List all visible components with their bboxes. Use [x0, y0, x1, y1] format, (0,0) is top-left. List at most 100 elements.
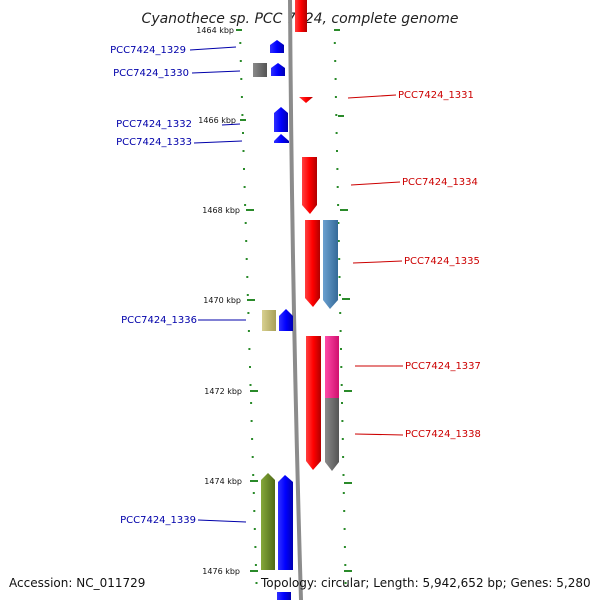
gene-label[interactable]: PCC7424_1330 [113, 68, 189, 79]
minor-tick [249, 384, 252, 386]
minor-tick [334, 96, 337, 98]
minor-tick [337, 222, 340, 224]
minor-tick [243, 168, 245, 170]
minor-tick [253, 528, 256, 530]
gene-label[interactable]: PCC7424_1329 [110, 45, 186, 56]
gene-offscreen-bottom[interactable] [277, 592, 291, 600]
minor-tick [253, 510, 256, 512]
gene-label[interactable]: PCC7424_1336 [121, 315, 197, 326]
gene-labels: PCC7424_1329 PCC7424_1330 PCC7424_1331 P… [110, 45, 481, 526]
minor-tick [341, 438, 344, 440]
gene-pcc7424-1334[interactable] [302, 157, 317, 214]
minor-tick [245, 240, 248, 242]
gene-pcc7424-1331[interactable] [299, 97, 313, 103]
tick-track [239, 42, 347, 584]
gene-label[interactable]: PCC7424_1338 [405, 429, 481, 440]
genome-summary: Topology: circular; Length: 5,942,652 bp… [261, 576, 591, 590]
gene-label[interactable]: PCC7424_1337 [405, 361, 481, 372]
minor-tick [337, 204, 340, 206]
minor-tick [343, 510, 346, 512]
minor-tick [334, 60, 337, 62]
gene-label[interactable]: PCC7424_1332 [116, 119, 192, 130]
minor-tick [337, 240, 340, 242]
minor-tick [344, 582, 347, 584]
minor-tick [340, 384, 343, 386]
minor-tick [239, 42, 242, 44]
minor-tick [242, 150, 245, 152]
gene-offscreen-top[interactable] [295, 0, 307, 32]
minor-tick [336, 186, 339, 188]
minor-tick [336, 150, 338, 152]
minor-tick [244, 222, 247, 224]
tick-label: 1466 kbp [198, 116, 236, 125]
minor-tick [341, 402, 343, 404]
genome-backbone [288, 0, 303, 600]
gene-label[interactable]: PCC7424_1333 [116, 137, 192, 148]
minor-tick [255, 582, 258, 584]
minor-tick [248, 348, 251, 350]
gene-pcc7424-1332[interactable] [274, 107, 288, 132]
tick-1468: 1468 kbp [202, 206, 254, 215]
minor-tick [339, 312, 342, 314]
minor-tick [251, 438, 254, 440]
minor-tick [335, 132, 338, 134]
minor-tick [341, 420, 344, 422]
gene-label[interactable]: PCC7424_1335 [404, 256, 480, 267]
tick-1464: 1464 kbp [196, 26, 242, 35]
minor-tick [247, 312, 250, 314]
minor-tick [242, 132, 244, 134]
minor-tick [250, 420, 253, 422]
gene-label[interactable]: PCC7424_1339 [120, 515, 196, 526]
gene-pcc7424-1329[interactable] [270, 40, 284, 53]
right-tick-marks [334, 29, 352, 572]
minor-tick [246, 276, 249, 278]
minor-tick [243, 186, 246, 188]
tick-label: 1464 kbp [196, 26, 234, 35]
minor-tick [342, 474, 345, 476]
minor-tick [339, 330, 342, 332]
minor-tick [239, 60, 242, 62]
tick-label: 1468 kbp [202, 206, 240, 215]
minor-tick [342, 492, 345, 494]
minor-tick [250, 402, 253, 404]
minor-tick [254, 564, 257, 566]
accession-text: Accession: NC_011729 [9, 576, 146, 590]
minor-tick [335, 114, 338, 116]
minor-tick [340, 348, 342, 350]
minor-tick [338, 294, 341, 296]
gene-pcc7424-1333[interactable] [274, 134, 289, 143]
minor-tick [334, 78, 337, 80]
tick-1474: 1474 kbp [204, 477, 258, 486]
minor-tick [342, 456, 345, 458]
tick-label: 1476 kbp [202, 567, 240, 576]
gene-label[interactable]: PCC7424_1334 [402, 177, 478, 188]
tick-1470: 1470 kbp [203, 296, 255, 305]
gene-pcc7424-1330[interactable] [253, 63, 285, 77]
gene-pcc7424-1337[interactable] [306, 336, 339, 398]
minor-tick [333, 42, 336, 44]
gene-pcc7424-1336[interactable] [262, 309, 293, 331]
gene-pcc7424-1339[interactable] [261, 473, 293, 570]
minor-tick [252, 474, 255, 476]
tick-1476: 1476 kbp [202, 567, 258, 576]
tick-label: 1474 kbp [204, 477, 242, 486]
minor-tick [240, 78, 243, 80]
minor-tick [254, 546, 257, 548]
minor-tick [336, 168, 339, 170]
tick-1466: 1466 kbp [198, 116, 246, 125]
tick-label: 1472 kbp [204, 387, 242, 396]
gene-label[interactable]: PCC7424_1331 [398, 90, 474, 101]
minor-tick [247, 330, 250, 332]
minor-tick [343, 528, 346, 530]
minor-tick [340, 366, 343, 368]
minor-tick [251, 456, 254, 458]
minor-tick [343, 546, 346, 548]
minor-tick [244, 204, 247, 206]
minor-tick [246, 294, 249, 296]
gene-pcc7424-1335[interactable] [305, 220, 338, 309]
minor-tick [338, 276, 341, 278]
minor-tick [344, 564, 347, 566]
minor-tick [252, 492, 255, 494]
gene-pcc7424-1338[interactable] [306, 398, 339, 471]
